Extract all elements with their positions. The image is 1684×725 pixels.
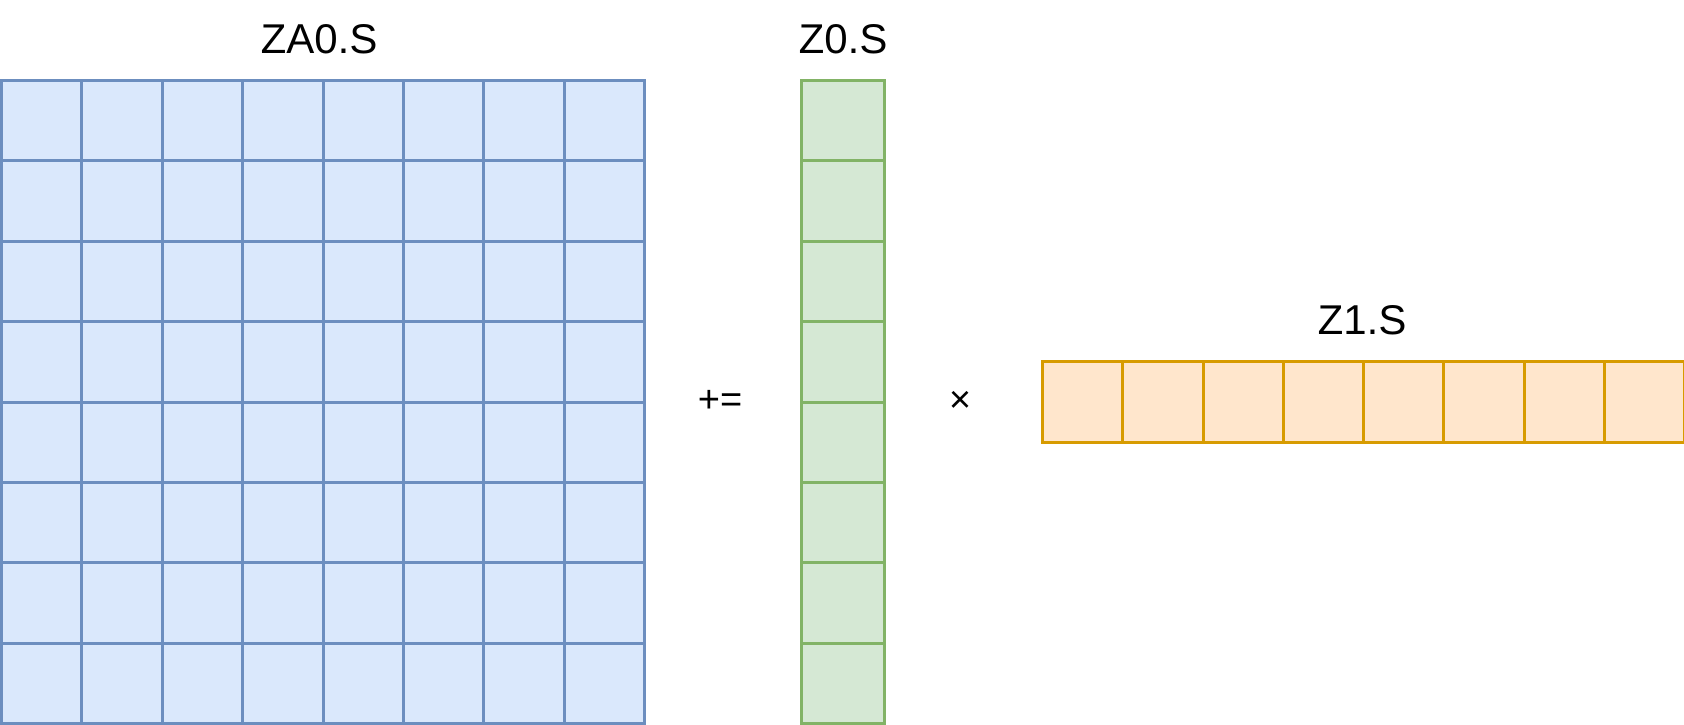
za0-cell xyxy=(3,242,81,321)
za0-cell xyxy=(404,564,483,642)
za0-cell xyxy=(244,564,322,642)
za0-cell xyxy=(3,483,81,562)
za0-cell xyxy=(3,644,81,722)
z0-cell xyxy=(803,644,883,722)
za0-cell xyxy=(83,323,161,401)
z0-cell xyxy=(803,242,883,321)
za0-cell xyxy=(485,403,563,481)
za0-cell xyxy=(324,82,402,160)
za0-cell xyxy=(83,564,161,642)
z1-cell xyxy=(1445,363,1523,441)
za0-cell xyxy=(324,403,402,481)
za0-cell xyxy=(324,242,402,321)
za0-cell xyxy=(244,162,322,240)
za0-cell xyxy=(485,483,563,562)
za0-cell xyxy=(3,564,81,642)
za0-cell xyxy=(3,82,81,160)
za0-cell xyxy=(3,403,81,481)
za0-cell xyxy=(565,564,643,642)
za0-cell xyxy=(324,644,402,722)
za0-cell xyxy=(163,323,242,401)
za0-cell xyxy=(565,403,643,481)
za0-cell xyxy=(3,162,81,240)
za0-cell xyxy=(244,403,322,481)
za0-cell xyxy=(83,162,161,240)
za0-cell xyxy=(565,162,643,240)
za0-cell xyxy=(324,564,402,642)
z1-cell xyxy=(1365,363,1443,441)
za0-cell xyxy=(565,323,643,401)
za0-cell xyxy=(83,82,161,160)
za0-cell xyxy=(485,644,563,722)
z1-cell xyxy=(1124,363,1202,441)
za0-cell xyxy=(163,403,242,481)
za0-cell xyxy=(244,323,322,401)
za0-cell xyxy=(404,483,483,562)
times-operator: × xyxy=(948,379,972,421)
za0-cell xyxy=(163,82,242,160)
za0-cell xyxy=(485,82,563,160)
za0-cell xyxy=(324,483,402,562)
za0-cell xyxy=(404,242,483,321)
z1-cell xyxy=(1204,363,1282,441)
z0-cell xyxy=(803,483,883,562)
z0-cell xyxy=(803,564,883,642)
za0-cell xyxy=(324,162,402,240)
za0-cell xyxy=(404,162,483,240)
plus-equals-operator: += xyxy=(697,379,743,421)
za0-cell xyxy=(565,242,643,321)
za0-cell xyxy=(83,483,161,562)
za0-cell xyxy=(3,323,81,401)
za0-matrix xyxy=(0,79,646,725)
z0-label: Z0.S xyxy=(798,15,888,62)
z0-cell xyxy=(803,82,883,160)
za0-cell xyxy=(485,242,563,321)
z0-vector xyxy=(800,79,886,725)
za0-cell xyxy=(565,82,643,160)
z0-cell xyxy=(803,162,883,240)
za0-cell xyxy=(244,483,322,562)
za0-cell xyxy=(485,323,563,401)
z1-vector xyxy=(1041,360,1684,444)
z1-cell xyxy=(1284,363,1362,441)
za0-cell xyxy=(83,242,161,321)
za0-cell xyxy=(163,644,242,722)
za0-cell xyxy=(404,323,483,401)
za0-cell xyxy=(404,82,483,160)
z1-cell xyxy=(1605,363,1683,441)
za0-cell xyxy=(404,644,483,722)
za0-cell xyxy=(163,162,242,240)
za0-cell xyxy=(244,644,322,722)
za0-cell xyxy=(163,483,242,562)
za0-cell xyxy=(83,644,161,722)
za0-cell xyxy=(324,323,402,401)
za0-cell xyxy=(565,483,643,562)
za0-cell xyxy=(485,162,563,240)
z1-cell xyxy=(1044,363,1122,441)
za0-cell xyxy=(83,403,161,481)
za0-cell xyxy=(244,82,322,160)
za0-label: ZA0.S xyxy=(260,15,378,62)
za0-cell xyxy=(244,242,322,321)
z1-label: Z1.S xyxy=(1317,296,1407,343)
z1-cell xyxy=(1525,363,1603,441)
za0-cell xyxy=(404,403,483,481)
za0-cell xyxy=(485,564,563,642)
za0-cell xyxy=(163,242,242,321)
za0-cell xyxy=(565,644,643,722)
z0-cell xyxy=(803,323,883,401)
za0-cell xyxy=(163,564,242,642)
z0-cell xyxy=(803,403,883,481)
